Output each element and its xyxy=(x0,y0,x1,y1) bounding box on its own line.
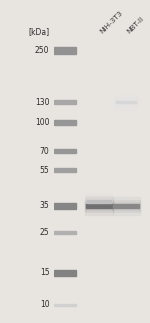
Text: 55: 55 xyxy=(40,166,50,175)
Bar xyxy=(113,204,139,208)
Bar xyxy=(54,100,76,104)
Text: 250: 250 xyxy=(35,46,50,55)
Bar xyxy=(115,99,137,105)
Bar xyxy=(115,94,137,110)
Bar xyxy=(54,120,76,125)
Bar xyxy=(112,200,140,212)
Bar xyxy=(85,202,113,210)
Bar xyxy=(54,304,76,306)
Bar xyxy=(54,203,76,209)
Text: [kDa]: [kDa] xyxy=(28,27,50,36)
Bar xyxy=(86,199,112,204)
Text: 70: 70 xyxy=(40,147,50,156)
Bar xyxy=(54,231,76,234)
Bar xyxy=(86,196,112,207)
Bar xyxy=(85,197,113,215)
Text: 10: 10 xyxy=(40,300,50,309)
Bar xyxy=(54,149,76,153)
Bar xyxy=(112,202,140,210)
Bar xyxy=(85,200,113,212)
Text: 15: 15 xyxy=(40,268,50,277)
Bar xyxy=(112,197,140,214)
Bar xyxy=(54,168,76,172)
Bar xyxy=(87,201,111,203)
Text: 100: 100 xyxy=(35,119,50,128)
Bar xyxy=(54,270,76,276)
Text: 25: 25 xyxy=(40,228,50,237)
Bar xyxy=(54,47,76,54)
Bar xyxy=(86,193,112,210)
Bar xyxy=(116,101,136,103)
Text: NBT-II: NBT-II xyxy=(126,16,145,35)
Bar xyxy=(85,204,112,208)
Bar xyxy=(115,97,137,107)
Text: NIH-3T3: NIH-3T3 xyxy=(99,10,124,35)
Text: 35: 35 xyxy=(40,202,50,211)
Text: 130: 130 xyxy=(35,98,50,107)
